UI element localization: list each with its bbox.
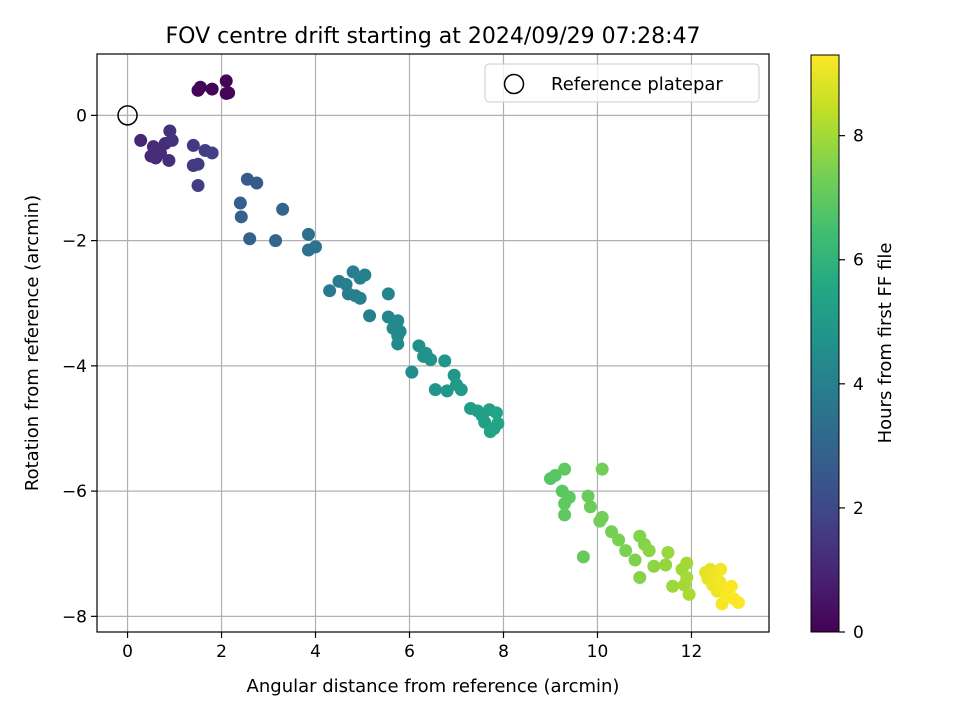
legend-label: Reference platepar: [551, 74, 723, 95]
data-point: [659, 558, 673, 572]
colorbar-tick-label: 6: [853, 251, 864, 271]
data-point: [301, 227, 315, 241]
data-point: [205, 82, 219, 96]
y-tick-label: −6: [62, 482, 87, 502]
data-point: [323, 284, 337, 298]
data-point: [381, 287, 395, 301]
data-point: [405, 365, 419, 379]
data-point: [219, 74, 233, 88]
x-tick-label: 8: [498, 642, 509, 662]
x-axis-ticks: 0 2 4 6 8 10 12: [122, 632, 702, 662]
data-point: [428, 383, 442, 397]
data-point: [558, 508, 572, 522]
colorbar-ticks: 0 2 4 6 8: [839, 127, 864, 643]
data-point: [731, 596, 745, 610]
data-point: [393, 324, 407, 338]
colorbar-tick-label: 0: [853, 623, 864, 643]
data-point: [162, 153, 176, 167]
data-point: [562, 490, 576, 504]
y-tick-label: −8: [62, 607, 87, 627]
data-point: [680, 556, 694, 570]
data-point: [191, 179, 205, 193]
x-tick-label: 10: [587, 642, 609, 662]
data-point: [205, 146, 219, 160]
x-tick-label: 4: [310, 642, 321, 662]
x-tick-label: 6: [404, 642, 415, 662]
x-tick-label: 0: [122, 642, 133, 662]
data-point: [595, 462, 609, 476]
data-point: [478, 415, 492, 429]
x-tick-label: 2: [216, 642, 227, 662]
chart-title: FOV centre drift starting at 2024/09/29 …: [166, 24, 701, 49]
y-tick-label: −4: [62, 357, 87, 377]
data-point: [558, 462, 572, 476]
data-point: [633, 571, 647, 585]
data-points: [134, 74, 745, 611]
data-point: [548, 468, 562, 482]
data-point: [358, 268, 372, 282]
y-axis-label: Rotation from reference (arcmin): [22, 195, 43, 491]
data-point: [612, 533, 626, 547]
colorbar-gradient: [810, 54, 840, 633]
data-point: [628, 553, 642, 567]
grid-lines: [97, 54, 769, 632]
data-point: [353, 291, 367, 305]
data-point: [222, 86, 236, 100]
data-point: [276, 202, 290, 216]
data-point: [489, 406, 503, 420]
data-point: [233, 196, 247, 210]
data-point: [440, 384, 454, 398]
legend-reference-marker: [503, 73, 525, 95]
x-tick-label: 12: [681, 642, 703, 662]
colorbar-label: Hours from first FF file: [875, 243, 896, 444]
data-point: [243, 232, 257, 246]
reference-point: [117, 105, 138, 126]
y-axis-ticks: 0 −2 −4 −6 −8: [62, 106, 97, 627]
colorbar: 0 2 4 6 8 Hours from first FF file: [810, 54, 896, 643]
data-point: [269, 234, 283, 248]
data-point: [363, 309, 377, 323]
data-point: [309, 240, 323, 254]
data-point: [642, 544, 656, 558]
colorbar-tick-label: 8: [853, 127, 864, 147]
colorbar-tick-label: 4: [853, 375, 864, 395]
legend-box: [484, 63, 760, 103]
data-point: [724, 579, 738, 593]
data-point: [583, 500, 597, 514]
data-point: [661, 545, 675, 559]
data-point: [438, 354, 452, 368]
data-point: [250, 176, 264, 190]
x-axis-label: Angular distance from reference (arcmin): [247, 676, 620, 697]
data-point: [647, 559, 661, 573]
data-point: [714, 562, 728, 576]
y-tick-label: −2: [62, 232, 87, 252]
data-point: [191, 83, 205, 97]
data-point: [491, 416, 505, 430]
data-point: [576, 550, 590, 564]
data-point: [666, 579, 680, 593]
data-point: [454, 383, 468, 397]
data-point: [682, 587, 696, 601]
data-point: [595, 510, 609, 524]
data-point: [391, 337, 405, 351]
data-point: [424, 353, 438, 367]
data-point: [186, 138, 200, 152]
legend: Reference platepar: [484, 63, 760, 103]
plot-frame: [96, 53, 770, 633]
data-point: [391, 314, 405, 328]
data-point: [581, 489, 595, 503]
data-point: [191, 157, 205, 171]
y-tick-label: 0: [76, 106, 87, 126]
data-point: [680, 571, 694, 585]
data-point: [234, 210, 248, 224]
colorbar-tick-label: 2: [853, 499, 864, 519]
reference-marker: [117, 105, 138, 126]
data-point: [134, 133, 148, 147]
data-point: [619, 544, 633, 558]
data-point: [165, 133, 179, 147]
